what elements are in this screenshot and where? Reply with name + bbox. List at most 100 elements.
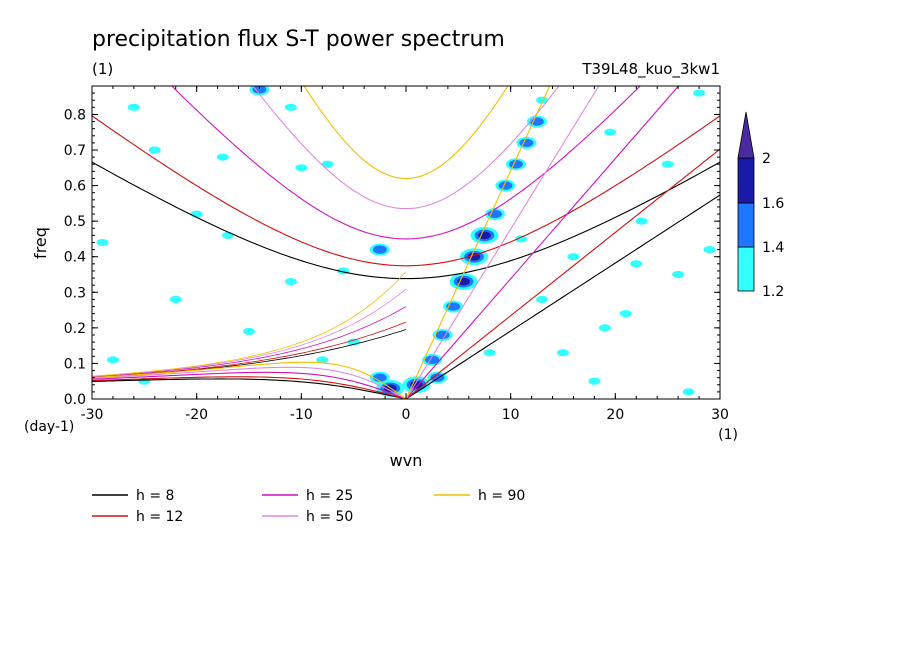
legend-label: h = 50	[306, 509, 353, 525]
contour-blob-low	[635, 217, 648, 225]
contour-blob-low	[604, 128, 617, 136]
y-tick-label: 0.0	[64, 392, 86, 408]
contour-blob-low	[661, 160, 674, 168]
x-tick-label: 30	[711, 407, 729, 423]
contour-blob-low	[557, 349, 569, 357]
curve-rossby-h90	[92, 361, 407, 399]
contour-blob-low	[96, 238, 109, 247]
curve-rossby-h12	[92, 376, 407, 399]
contour-blob-mid	[252, 86, 267, 94]
x-tick-label: -20	[185, 407, 208, 423]
curve-kelvin-h12	[405, 148, 720, 399]
contour-blob-mid	[529, 117, 544, 126]
contour-blob-low	[619, 310, 632, 318]
colorbar-label: 2	[762, 151, 771, 167]
contour-blob-mid	[508, 160, 523, 169]
contour-blob-low	[483, 349, 496, 357]
legend: h = 8 h = 12 h = 25 h = 50 h = 90	[92, 488, 525, 525]
curve-rossby-h8	[92, 378, 407, 399]
chart-subtitle-left: (1)	[92, 60, 113, 78]
contour-blob-mid	[498, 181, 513, 190]
curve-mrg-h12	[92, 321, 407, 378]
contour-blob-low	[588, 377, 601, 385]
curve-inertia-gravity-h90	[303, 86, 509, 180]
contour-blob-low	[295, 164, 308, 172]
plot-frame	[91, 85, 721, 400]
y-tick-label: 0.8	[64, 107, 86, 123]
x-tick-label: 20	[606, 407, 624, 423]
contour-blob-mid	[372, 245, 387, 254]
colorbar-label: 1.2	[762, 284, 784, 300]
contour-blob-low	[693, 89, 706, 97]
contour-blob-low	[598, 324, 611, 332]
curve-inertia-gravity-h50	[252, 86, 560, 210]
colorbar-label: 1.6	[762, 196, 784, 212]
contour-blob-low	[127, 103, 140, 111]
colorbar: 1.2 1.4 1.6 2	[737, 111, 784, 300]
colorbar-segment	[737, 202, 755, 248]
curve-kelvin-h25	[405, 86, 680, 399]
x-axis-unit: (1)	[718, 427, 738, 443]
contour-blob-low	[190, 210, 203, 218]
contour-blob-low	[321, 160, 334, 168]
chart-title: precipitation flux S-T power spectrum	[92, 27, 505, 52]
colorbar-segment	[737, 246, 755, 292]
x-tick-label: -10	[290, 407, 313, 423]
colorbar-arrow	[737, 111, 755, 159]
contour-blob-low	[222, 231, 235, 239]
contour-blob-low	[703, 246, 716, 254]
contour-blob-low	[216, 153, 229, 161]
curve-mrg-h25	[92, 306, 407, 378]
contour-blob-mid	[519, 138, 534, 148]
y-tick-label: 0.2	[64, 321, 86, 337]
y-tick-label: 0.4	[64, 250, 86, 266]
curve-kelvin-h50	[405, 86, 600, 399]
x-axis-label: wvn	[390, 451, 423, 470]
y-tick-label: 0.5	[64, 214, 86, 230]
y-tick-label: 0.7	[64, 143, 86, 159]
contour-blob-low	[106, 356, 119, 364]
curve-inertia-gravity-h25	[171, 86, 641, 240]
legend-label: h = 12	[136, 509, 183, 525]
legend-label: h = 25	[306, 488, 353, 504]
contour-blob-low	[284, 103, 297, 111]
contour-blob-high	[478, 231, 491, 240]
colorbar-segment	[737, 157, 755, 204]
curve-rossby-h25	[92, 371, 407, 399]
y-axis-unit: (day-1)	[24, 419, 74, 435]
curve-rossby-h50	[92, 366, 407, 399]
contour-blob-low	[536, 96, 549, 104]
x-tick-label: 10	[502, 407, 520, 423]
contour-blob-low	[630, 260, 643, 268]
y-tick-label: 0.3	[64, 285, 86, 301]
contour-blob-low	[148, 146, 161, 154]
curve-inertia-gravity-h12	[92, 115, 720, 267]
contour-blob-low	[515, 235, 528, 243]
contour-blob-low	[672, 270, 685, 279]
y-axis-label: freq	[31, 227, 50, 259]
axis-ticks: -30 -20 -10 0 10 20 30 0.0 0.1 0.2 0.3 0.4 0.5 0.6 0.7…	[64, 86, 729, 423]
dispersion-curves	[92, 86, 720, 399]
y-tick-label: 0.6	[64, 179, 86, 195]
x-tick-label: 0	[402, 407, 411, 423]
y-tick-label: 0.1	[64, 356, 86, 372]
power-contours	[96, 86, 716, 397]
contour-blob-low	[536, 295, 549, 304]
curve-kelvin-h90	[405, 86, 551, 399]
contour-blob-low	[284, 278, 297, 286]
contour-blob-mid	[430, 373, 445, 382]
curve-mrg-h90	[92, 271, 407, 377]
contour-blob-low	[243, 327, 255, 336]
contour-blob-low	[169, 295, 182, 304]
contour-blob-high	[457, 277, 470, 286]
legend-label: h = 90	[478, 488, 525, 504]
colorbar-label: 1.4	[762, 240, 784, 256]
contour-blob-low	[682, 388, 695, 396]
curve-kelvin-h8	[405, 194, 720, 399]
contour-blob-low	[567, 253, 580, 261]
curve-inertia-gravity-h8	[92, 161, 720, 280]
legend-label: h = 8	[136, 488, 174, 504]
chart-subtitle-right: T39L48_kuo_3kw1	[581, 60, 720, 79]
